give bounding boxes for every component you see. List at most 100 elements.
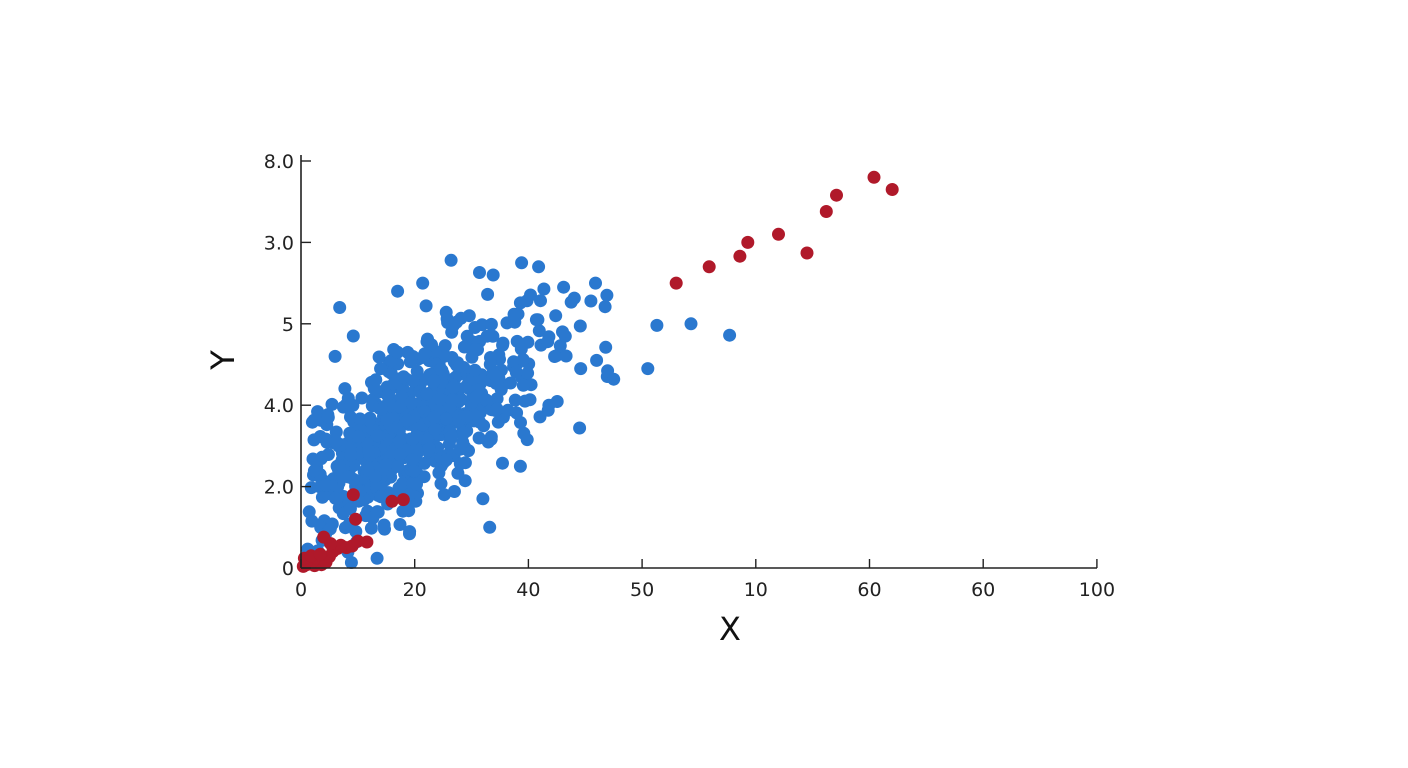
blue-point — [599, 340, 613, 354]
blue-point — [338, 382, 352, 396]
blue-point — [333, 301, 347, 314]
blue-point — [520, 433, 534, 447]
blue-point — [433, 392, 447, 406]
blue-point — [375, 402, 389, 416]
blue-point — [446, 318, 460, 332]
blue-point — [400, 413, 414, 427]
blue-point — [453, 457, 467, 471]
blue-point — [439, 453, 453, 467]
blue-point — [405, 453, 419, 467]
blue-point — [590, 353, 604, 367]
y-tick-label: 4.0 — [264, 395, 294, 417]
blue-point — [419, 299, 433, 313]
x-tick-label: 60 — [857, 579, 881, 601]
blue-point — [465, 350, 479, 364]
blue-point — [532, 324, 546, 338]
blue-point — [524, 288, 537, 302]
blue-point — [479, 393, 493, 407]
red-point — [349, 512, 363, 526]
blue-point — [486, 268, 500, 282]
blue-point — [329, 435, 343, 449]
blue-point — [472, 431, 486, 445]
blue-point — [508, 393, 522, 407]
blue-point — [406, 374, 420, 388]
x-tick-label: 20 — [403, 579, 427, 601]
blue-point — [353, 412, 367, 426]
blue-point — [391, 459, 405, 473]
blue-point — [307, 413, 321, 427]
y-axis-title: Y — [204, 350, 242, 371]
blue-point — [372, 350, 386, 364]
blue-point — [557, 280, 571, 294]
blue-point — [305, 514, 319, 528]
blue-point — [341, 470, 355, 484]
blue-point — [369, 373, 383, 387]
blue-point — [584, 294, 598, 308]
blue-point — [444, 253, 458, 267]
blue-point — [564, 295, 578, 309]
blue-point — [573, 319, 587, 333]
red-point — [317, 530, 331, 544]
blue-point — [509, 365, 523, 379]
blue-point — [352, 430, 366, 444]
blue-point — [374, 362, 388, 376]
blue-point — [723, 328, 737, 342]
red-point — [772, 227, 785, 241]
blue-point — [346, 329, 360, 343]
red-point — [733, 249, 747, 263]
blue-point — [428, 423, 442, 437]
blue-point — [391, 284, 405, 298]
y-tick-label: 8.0 — [264, 151, 294, 173]
blue-point — [370, 551, 384, 565]
red-point — [867, 170, 881, 184]
blue-point — [607, 372, 621, 386]
blue-point — [378, 522, 391, 536]
blue-point — [422, 442, 436, 456]
blue-point — [393, 518, 407, 531]
blue-point — [380, 413, 394, 427]
blue-point — [460, 329, 474, 343]
blue-point — [379, 458, 393, 471]
blue-point — [343, 502, 357, 516]
blue-point — [496, 456, 509, 470]
blue-point — [473, 266, 486, 279]
x-tick-label: 10 — [744, 579, 768, 601]
blue-point — [483, 357, 497, 371]
blue-point — [321, 410, 335, 424]
blue-point — [534, 294, 547, 308]
blue-point — [598, 300, 612, 314]
blue-point — [518, 394, 532, 408]
red-point — [385, 494, 399, 508]
blue-point — [444, 430, 458, 444]
blue-point — [462, 309, 476, 323]
red-point — [360, 535, 374, 549]
blue-point — [395, 390, 409, 404]
blue-point — [484, 317, 498, 331]
blue-point — [403, 525, 417, 539]
blue-point — [384, 366, 398, 380]
blue-point — [446, 380, 460, 394]
blue-point — [374, 490, 388, 504]
blue-point — [549, 309, 563, 323]
blue-point — [366, 511, 380, 525]
blue-point — [393, 448, 407, 461]
blue-point — [533, 410, 547, 424]
blue-point — [396, 477, 410, 490]
blue-point — [421, 332, 434, 346]
red-point — [346, 488, 360, 502]
blue-point — [381, 388, 394, 402]
blue-point — [468, 363, 482, 377]
x-tick-label: 100 — [1079, 579, 1115, 601]
blue-point — [641, 362, 655, 376]
blue-point — [364, 521, 378, 535]
blue-point — [427, 374, 441, 388]
blue-point — [456, 435, 470, 449]
blue-point — [496, 338, 510, 352]
blue-point — [650, 318, 664, 332]
red-point — [313, 547, 327, 561]
red-point — [830, 188, 843, 202]
blue-point — [329, 425, 343, 439]
blue-point — [355, 391, 369, 405]
blue-point — [521, 366, 535, 380]
